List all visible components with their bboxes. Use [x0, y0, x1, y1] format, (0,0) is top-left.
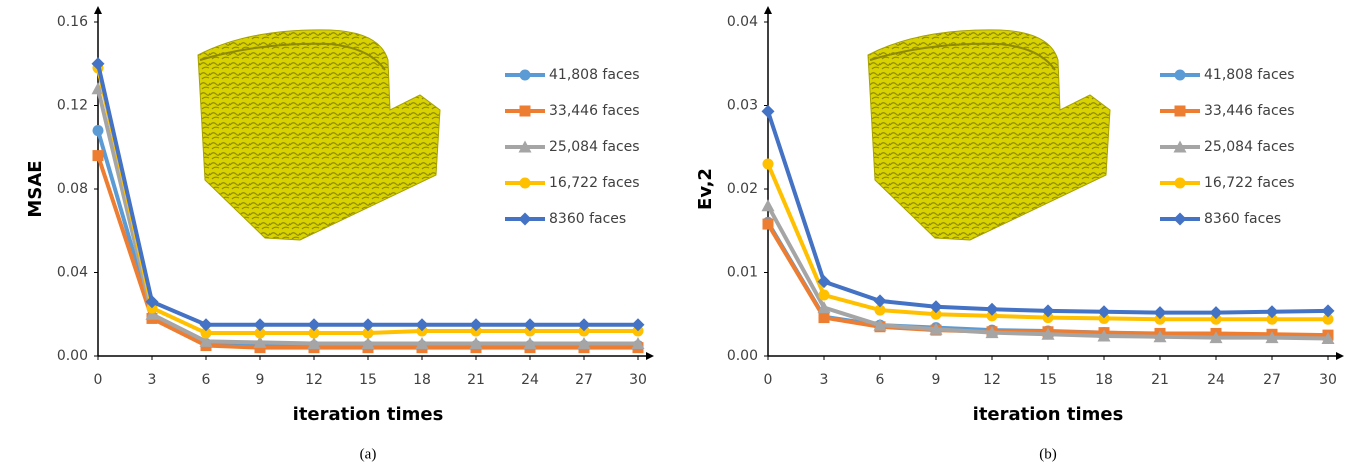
x-tick-label: 27	[575, 372, 593, 388]
data-point	[874, 294, 887, 307]
legend-label: 41,808 faces	[1204, 67, 1295, 83]
data-point	[93, 150, 104, 161]
x-tick-label: 27	[1263, 372, 1281, 388]
data-point	[763, 219, 774, 230]
legend-marker	[1175, 70, 1186, 81]
y-tick-label: 0.00	[57, 348, 88, 364]
x-axis-arrow	[646, 352, 654, 360]
legend-marker	[1175, 106, 1186, 117]
x-tick-label: 0	[94, 372, 103, 388]
data-point	[762, 199, 775, 211]
legend-label: 33,446 faces	[549, 103, 640, 119]
y-tick-label: 0.00	[727, 348, 758, 364]
legend-label: 41,808 faces	[549, 67, 640, 83]
sofa-image	[868, 30, 1110, 240]
y-tick-label: 0.16	[57, 14, 88, 30]
x-tick-label: 21	[1151, 372, 1169, 388]
y-axis-arrow	[764, 6, 772, 14]
x-tick-label: 12	[305, 372, 323, 388]
x-axis-title: iteration times	[293, 404, 444, 425]
data-point	[1322, 304, 1335, 317]
legend-marker	[519, 213, 532, 226]
x-tick-label: 15	[359, 372, 377, 388]
x-tick-label: 21	[467, 372, 485, 388]
x-tick-label: 0	[764, 372, 773, 388]
legend-marker	[520, 106, 531, 117]
figure: 0.000.040.080.120.16036912151821242730MS…	[0, 0, 1354, 468]
x-tick-label: 15	[1039, 372, 1057, 388]
legend-label: 16,722 faces	[549, 175, 640, 191]
legend-marker	[1175, 178, 1186, 189]
x-tick-label: 24	[521, 372, 539, 388]
legend-label: 16,722 faces	[1204, 175, 1295, 191]
y-axis-arrow	[94, 6, 102, 14]
x-tick-label: 3	[820, 372, 829, 388]
legend-marker	[520, 70, 531, 81]
y-axis-title: Ev,2	[695, 168, 716, 210]
y-tick-label: 0.03	[727, 98, 758, 114]
y-tick-label: 0.02	[727, 181, 758, 197]
sofa-image	[198, 30, 440, 240]
legend-marker	[520, 178, 531, 189]
x-axis-title: iteration times	[973, 404, 1124, 425]
x-tick-label: 9	[932, 372, 941, 388]
legend-label: 25,084 faces	[549, 139, 640, 155]
data-point	[819, 312, 830, 323]
y-tick-label: 0.01	[727, 265, 758, 281]
x-tick-label: 24	[1207, 372, 1225, 388]
x-tick-label: 9	[256, 372, 265, 388]
legend-label: 25,084 faces	[1204, 139, 1295, 155]
caption: (a)	[360, 446, 377, 462]
legend-label: 8360 faces	[1204, 211, 1281, 227]
data-point	[362, 318, 375, 331]
y-tick-label: 0.04	[727, 14, 758, 30]
x-tick-label: 6	[202, 372, 211, 388]
y-tick-label: 0.08	[57, 181, 88, 197]
legend-label: 33,446 faces	[1204, 103, 1295, 119]
x-tick-label: 30	[1319, 372, 1337, 388]
data-point	[763, 158, 774, 169]
x-tick-label: 30	[629, 372, 647, 388]
data-point	[762, 105, 775, 118]
caption: (b)	[1039, 446, 1057, 462]
x-tick-label: 12	[983, 372, 1001, 388]
data-point	[819, 290, 830, 301]
x-tick-label: 3	[148, 372, 157, 388]
data-point	[254, 318, 267, 331]
y-axis-title: MSAE	[25, 160, 46, 217]
x-tick-label: 18	[413, 372, 431, 388]
x-axis-arrow	[1336, 352, 1344, 360]
y-tick-label: 0.04	[57, 265, 88, 281]
x-tick-label: 18	[1095, 372, 1113, 388]
y-tick-label: 0.12	[57, 98, 88, 114]
data-point	[308, 318, 321, 331]
x-tick-label: 6	[876, 372, 885, 388]
legend-label: 8360 faces	[549, 211, 626, 227]
data-point	[93, 125, 104, 136]
legend-marker	[1174, 213, 1187, 226]
